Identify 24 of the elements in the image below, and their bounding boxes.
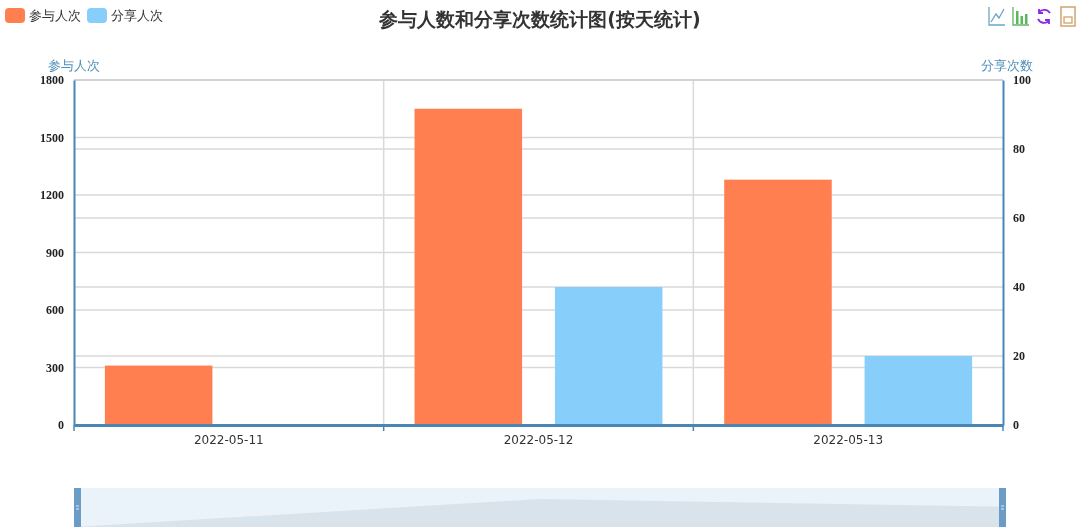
y2-tick-label: 80 xyxy=(1013,142,1025,157)
y-axis-title: 参与人次 xyxy=(48,58,100,73)
y2-tick-label: 40 xyxy=(1013,280,1025,295)
x-tick-label: 2022-05-11 xyxy=(193,432,264,447)
bar xyxy=(414,108,523,425)
y-tick-label: 300 xyxy=(46,360,64,375)
y2-tick-label: 60 xyxy=(1013,211,1025,226)
chart-title: 参与人数和分享次数统计图(按天统计) xyxy=(378,8,701,30)
y-tick-label: 1500 xyxy=(40,130,64,145)
y-tick-label: 900 xyxy=(46,245,64,260)
y-tick-label: 1800 xyxy=(40,73,64,88)
y-tick-label: 600 xyxy=(46,303,64,318)
y-tick-label: 0 xyxy=(58,418,64,433)
y2-tick-label: 100 xyxy=(1013,73,1031,88)
x-tick-label: 2022-05-13 xyxy=(813,432,884,447)
y2-axis-title: 分享次数 xyxy=(981,58,1033,73)
y-tick-label: 1200 xyxy=(40,188,64,203)
x-tick-label: 2022-05-12 xyxy=(503,432,574,447)
y2-tick-label: 0 xyxy=(1013,418,1019,433)
legend-label: 参与人次 xyxy=(29,8,81,23)
bar xyxy=(724,179,832,425)
bar xyxy=(104,365,213,425)
y2-tick-label: 20 xyxy=(1013,349,1025,364)
legend-label: 分享人次 xyxy=(111,8,163,23)
